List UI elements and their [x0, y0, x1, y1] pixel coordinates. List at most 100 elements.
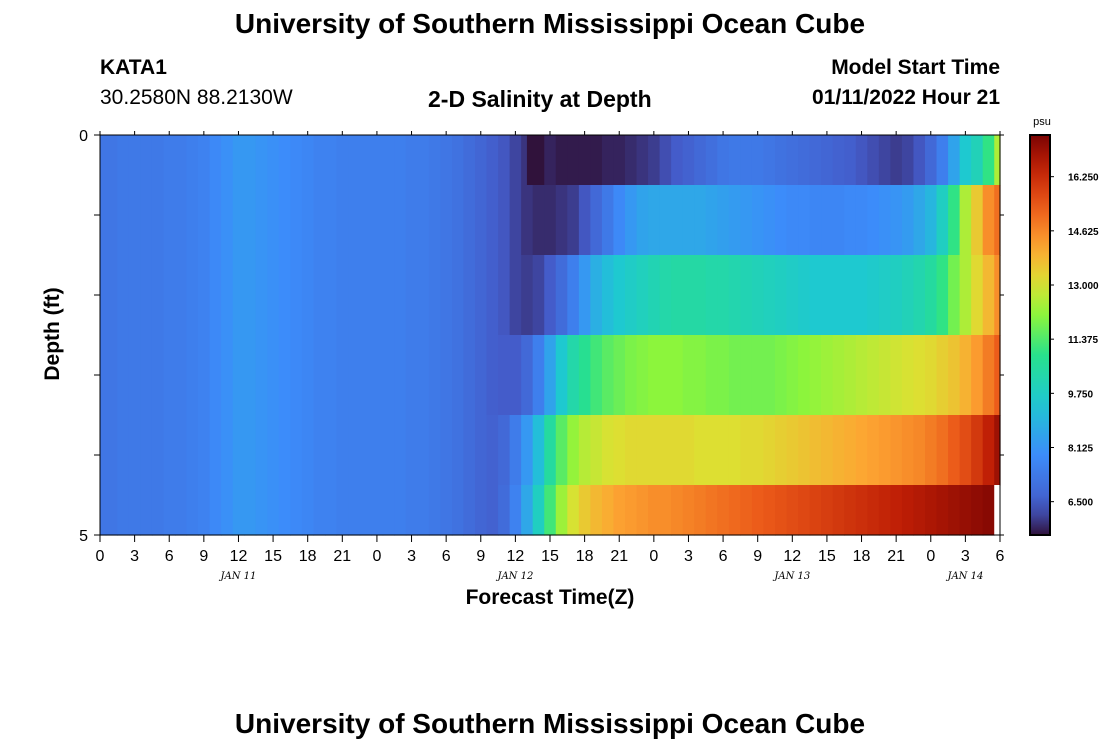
heatmap-cell	[278, 185, 291, 256]
heatmap-cell	[982, 335, 995, 416]
heatmap-cell	[417, 135, 430, 186]
heatmap-cell	[232, 335, 245, 416]
heatmap-cell	[671, 135, 684, 186]
heatmap-cell	[405, 185, 418, 256]
heatmap-cell	[313, 185, 326, 256]
heatmap-cell	[705, 335, 718, 416]
heatmap-cell	[532, 485, 545, 536]
heatmap-cell	[775, 415, 788, 486]
heatmap-cell	[359, 135, 372, 186]
heatmap-cell	[890, 485, 903, 536]
heatmap-cell	[728, 255, 741, 336]
heatmap-cell	[498, 485, 511, 536]
heatmap-cell	[613, 135, 626, 186]
heatmap-cell	[959, 485, 972, 536]
heatmap-cell	[613, 255, 626, 336]
heatmap-cell	[717, 415, 730, 486]
heatmap-cell	[209, 135, 222, 186]
heatmap-cell	[844, 485, 857, 536]
heatmap-cell	[290, 185, 303, 256]
heatmap-cell	[382, 335, 395, 416]
heatmap-cell	[244, 485, 257, 536]
heatmap-cell	[936, 135, 949, 186]
heatmap-cell	[809, 415, 822, 486]
heatmap-cell	[567, 335, 580, 416]
heatmap-cell	[578, 135, 591, 186]
heatmap-cell	[867, 335, 880, 416]
heatmap-cell	[798, 255, 811, 336]
heatmap-cell	[325, 135, 338, 186]
heatmap-cell	[994, 485, 1001, 536]
heatmap-cell	[348, 185, 361, 256]
heatmap-cell	[867, 415, 880, 486]
heatmap-cell	[578, 415, 591, 486]
heatmap-cell	[694, 185, 707, 256]
heatmap-cell	[855, 335, 868, 416]
heatmap-cell	[336, 185, 349, 256]
heatmap-cell	[763, 485, 776, 536]
heatmap-cell	[936, 335, 949, 416]
heatmap-cell	[498, 255, 511, 336]
heatmap-cell	[717, 185, 730, 256]
heatmap-cell	[613, 415, 626, 486]
heatmap-cell	[394, 135, 407, 186]
heatmap-cell	[763, 135, 776, 186]
heatmap-anomaly-cell	[526, 135, 545, 185]
heatmap-cell	[971, 185, 984, 256]
heatmap-cell	[751, 485, 765, 536]
heatmap-cell	[786, 415, 799, 486]
heatmap-cell	[486, 185, 499, 256]
heatmap-cell	[100, 415, 107, 486]
heatmap-cell	[255, 135, 268, 186]
colorbar-tick-label: 8.125	[1068, 444, 1093, 455]
heatmap-cell	[844, 135, 857, 186]
heatmap-cell	[948, 415, 961, 486]
heatmap-cell	[163, 185, 176, 256]
heatmap-cell	[440, 485, 453, 536]
heatmap-cell	[348, 485, 361, 536]
heatmap-cell	[578, 255, 591, 336]
heatmap-cell	[221, 485, 234, 536]
heatmap-cell	[798, 335, 811, 416]
heatmap-cell	[636, 485, 649, 536]
heatmap-cell	[925, 415, 938, 486]
heatmap-cell	[971, 415, 984, 486]
heatmap-cell	[751, 135, 765, 186]
heatmap-cell	[901, 485, 915, 536]
heatmap-cell	[717, 485, 730, 536]
colorbar-tick-label: 14.625	[1068, 227, 1099, 238]
x-tick-label: 18	[576, 548, 594, 565]
heatmap-cell	[659, 255, 672, 336]
heatmap-cell	[694, 335, 707, 416]
heatmap-cell	[555, 255, 568, 336]
heatmap-cell	[290, 255, 303, 336]
heatmap-cell	[544, 485, 557, 536]
heatmap-cell	[659, 485, 672, 536]
model-start-label: Model Start Time	[831, 56, 1000, 79]
heatmap-cell	[382, 135, 395, 186]
heatmap-cell	[140, 415, 153, 486]
heatmap-cell	[878, 255, 891, 336]
colorbar-tick-label: 9.750	[1068, 389, 1093, 400]
y-axis: 05	[79, 128, 1004, 545]
heatmap-cell	[798, 415, 811, 486]
heatmap-cell	[694, 255, 707, 336]
x-tick-label: 12	[783, 548, 801, 565]
heatmap-cell	[625, 135, 638, 186]
heatmap-cell	[659, 415, 672, 486]
heatmap-cell	[336, 335, 349, 416]
heatmap-cell	[867, 255, 880, 336]
heatmap-cell	[659, 335, 672, 416]
heatmap-cell	[417, 485, 430, 536]
heatmap-cell	[278, 135, 291, 186]
heatmap-cell	[648, 335, 661, 416]
heatmap-cell	[717, 135, 730, 186]
heatmap-cell	[278, 335, 291, 416]
x-tick-label: 6	[165, 548, 174, 565]
heatmap-cell	[475, 185, 488, 256]
heatmap-cell	[175, 185, 188, 256]
x-tick-label: 15	[818, 548, 836, 565]
heatmap-cell	[463, 485, 476, 536]
heatmap-cell	[140, 485, 153, 536]
heatmap-cell	[175, 335, 188, 416]
